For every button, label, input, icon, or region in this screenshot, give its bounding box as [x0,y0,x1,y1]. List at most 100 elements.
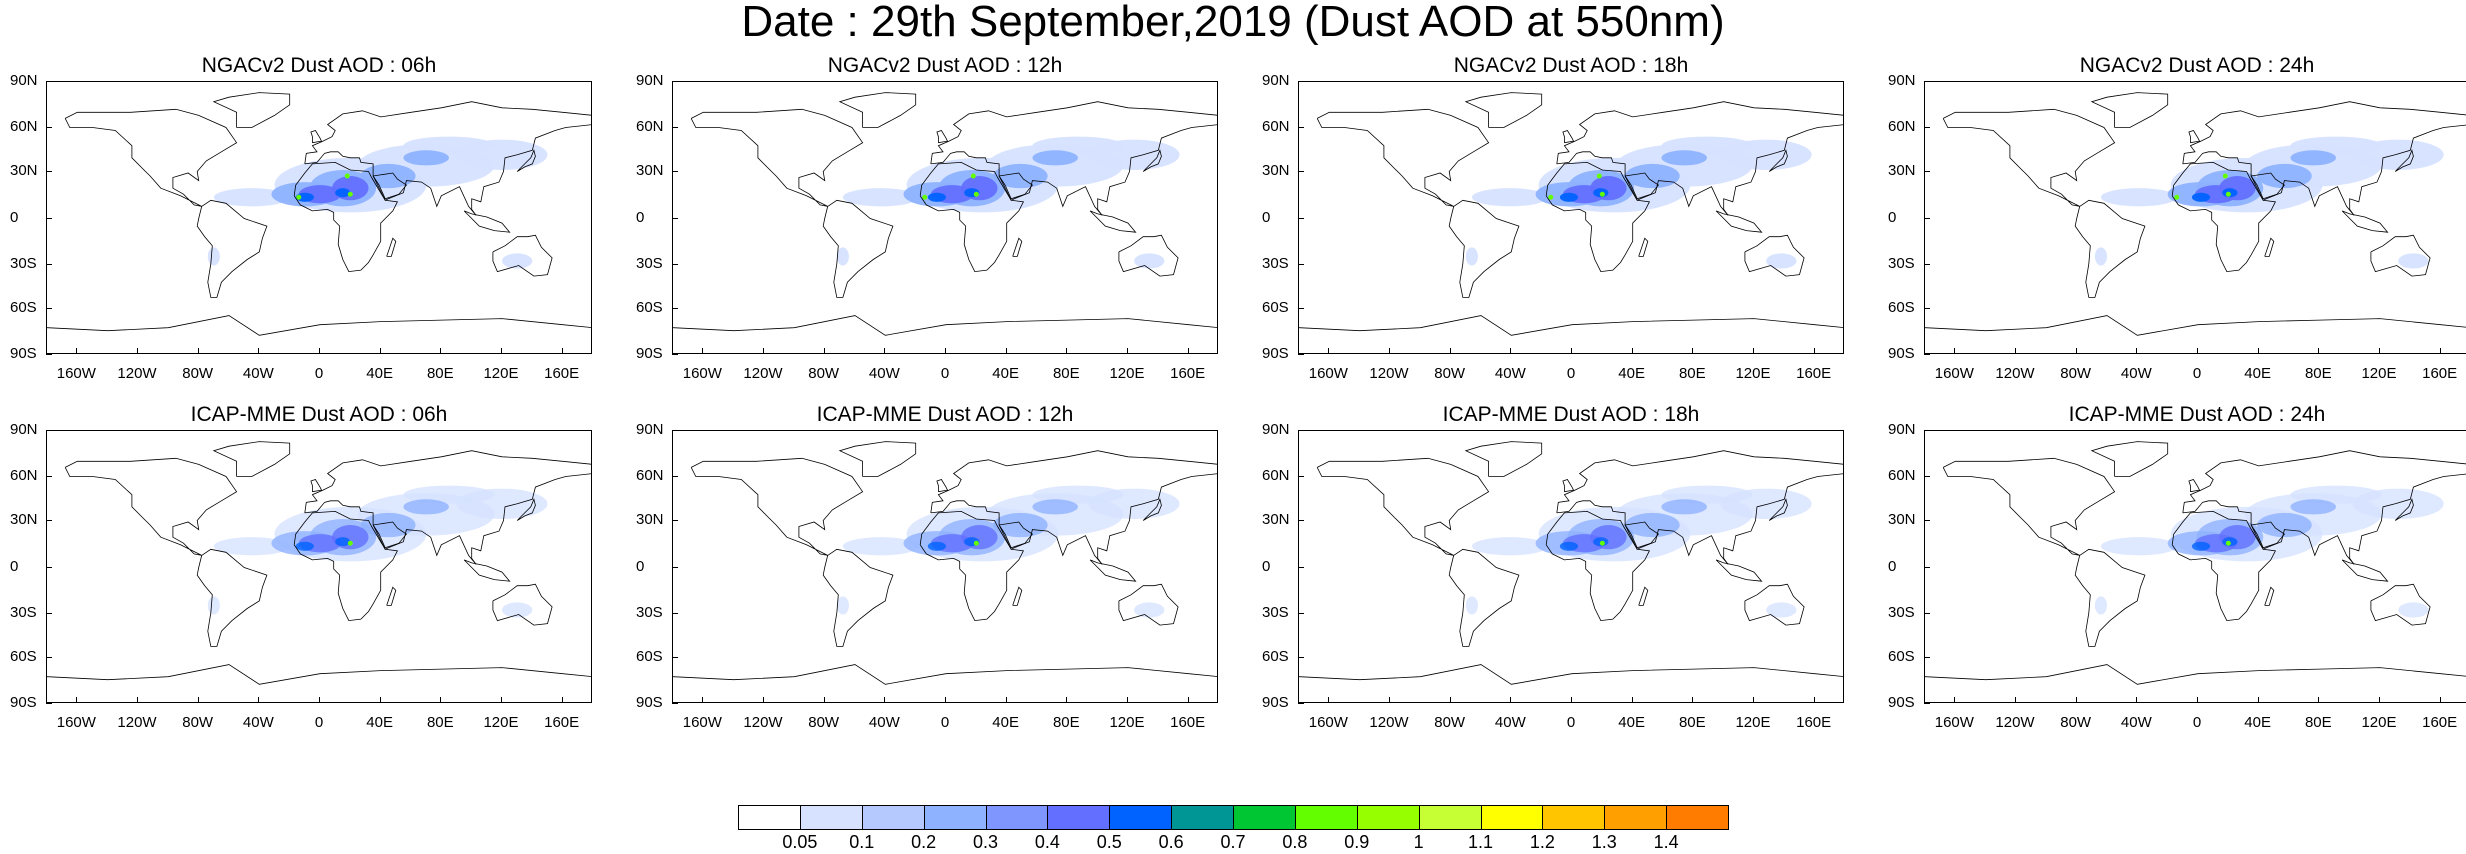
map-canvas [1299,92,1843,336]
dust-plume [1032,485,1124,504]
coastline [1316,457,1490,556]
longitude-label: 80E [426,365,454,382]
dust-plume [2219,176,2256,201]
coastline [998,521,1033,549]
coastline [1545,510,1651,622]
longitude-tick [258,348,260,354]
longitude-tick [2257,348,2259,354]
longitude-label: 40E [2244,365,2271,382]
colorbar-swatch [923,805,987,830]
longitude-label: 40W [242,714,274,731]
latitude-tick [46,430,52,431]
colorbar-swatch [861,805,925,830]
dust-plume [1661,150,1707,166]
longitude-label: 160E [2422,714,2458,731]
coastline [293,161,399,273]
latitude-tick [1298,430,1304,431]
latitude-tick [1298,475,1304,477]
longitude-label: 80W [182,714,214,731]
coastline [1118,234,1179,277]
latitude-label: 30S [10,603,37,621]
map-panel: ICAP-MME Dust AOD : 12h 90N 60N 30N 0 30S 60S 9… [636,403,1236,743]
dust-plume [961,176,998,201]
panel-title: ICAP-MME Dust AOD : 12h [816,403,1074,426]
coastline [2250,172,2285,200]
latitude-tick [1924,612,1930,614]
coastline [1299,664,1843,685]
latitude-label: 60N [636,117,664,135]
dust-plume [207,596,220,615]
longitude-label: 0 [1566,714,1576,731]
colorbar-swatch [985,805,1049,830]
dust-plume [2219,525,2256,550]
coastline [1715,210,1763,233]
dust-plume [961,525,998,550]
latitude-tick [1924,657,1930,659]
longitude-tick [440,348,442,354]
latitude-label: 90N [1262,421,1290,438]
dust-plume [1465,247,1478,266]
longitude-tick [501,348,502,354]
latitude-label: 90N [1888,421,1916,438]
coastline [1744,583,1805,626]
coastline [1012,237,1023,257]
latitude-tick [1298,612,1304,614]
longitude-tick [2075,348,2077,354]
longitude-tick [2257,697,2259,703]
longitude-tick [1954,697,1956,703]
colorbar-tick-label: 1.4 [1653,832,1679,852]
dust-plume [2290,150,2337,166]
longitude-label: 120E [483,714,519,731]
longitude-tick [2136,697,2138,703]
map-canvas [673,92,1217,336]
coastline [516,498,536,521]
dust-plume [1625,163,1680,189]
latitude-tick [1924,171,1930,173]
latitude-tick [1924,430,1930,431]
dust-plume [403,499,449,515]
panel-title: ICAP-MME Dust AOD : 24h [2068,403,2326,426]
coastline [1768,498,1788,521]
latitude-tick [1298,566,1304,568]
latitude-tick [46,308,52,310]
latitude-tick [1924,475,1930,477]
longitude-label: 160W [1934,714,1974,731]
latitude-tick [672,217,678,219]
colorbar-swatch [1542,805,1606,830]
coastline [1089,210,1137,233]
longitude-tick [1510,348,1512,354]
coastline [372,172,407,200]
latitude-label: 60S [1888,648,1915,666]
longitude-label: 160W [56,714,96,731]
map-canvas [673,441,1217,685]
latitude-label: 30N [1888,511,1916,529]
coastline [1624,521,1659,549]
panel-title: NGACv2 Dust AOD : 06h [201,54,437,77]
longitude-tick [2197,348,2198,354]
latitude-tick [46,81,52,82]
longitude-label: 160W [682,714,722,731]
longitude-label: 80E [1678,714,1706,731]
map-canvas [1299,441,1843,685]
map-panel: NGACv2 Dust AOD : 12h 90N 60N 30N 0 30S 60S 90S… [636,54,1236,394]
longitude-label: 80E [1678,365,1706,382]
latitude-tick [1924,81,1930,82]
dust-plume [335,537,351,547]
aod-peak [922,194,928,200]
coastline [1925,664,2466,685]
latitude-tick [1298,520,1304,522]
longitude-label: 120E [1735,365,1771,382]
longitude-label: 40W [868,714,900,731]
dust-plume [2191,541,2211,551]
dust-plume [836,247,849,266]
aod-peak [970,173,976,179]
map-canvas [47,441,591,685]
longitude-tick [137,348,138,354]
longitude-label: 120E [1109,365,1145,382]
coastline [1624,172,1659,200]
longitude-tick [2015,348,2016,354]
longitude-label: 0 [940,365,950,382]
latitude-label: 30S [636,603,663,621]
longitude-tick [76,697,78,703]
coastline [930,101,1217,216]
